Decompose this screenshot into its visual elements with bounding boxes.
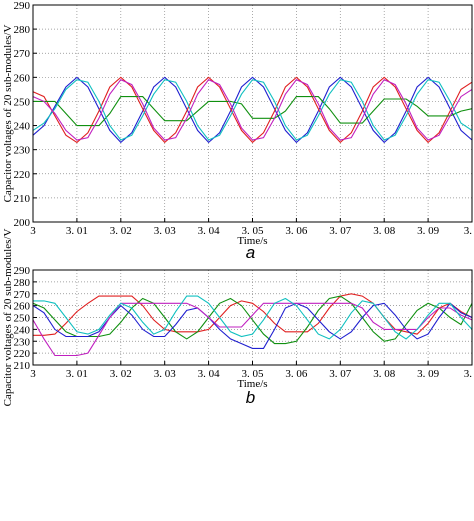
y-tick-label: 210 bbox=[14, 360, 31, 372]
y-tick-label: 270 bbox=[14, 289, 31, 301]
x-tick-label: 3. 05 bbox=[242, 225, 265, 237]
x-tick-label: 3. 02 bbox=[110, 225, 132, 237]
y-tick-label: 220 bbox=[14, 348, 31, 360]
x-tick-label: 3. 08 bbox=[373, 368, 396, 380]
y-tick-label: 290 bbox=[14, 265, 31, 277]
y-tick-label: 240 bbox=[14, 121, 31, 133]
x-tick-label: 3 bbox=[30, 225, 36, 237]
y-tick-label: 290 bbox=[14, 0, 31, 12]
x-tick-label: 3. 06 bbox=[285, 368, 308, 380]
panel-caption: b bbox=[246, 388, 255, 407]
x-tick-label: 3. 08 bbox=[373, 225, 396, 237]
x-tick-label: 3. 05 bbox=[242, 368, 265, 380]
x-tick-label: 3. 07 bbox=[329, 225, 352, 237]
x-axis-label: Time/s bbox=[237, 235, 267, 247]
y-tick-label: 210 bbox=[14, 193, 31, 205]
x-tick-label: 3. 1 bbox=[464, 225, 474, 237]
y-tick-label: 250 bbox=[14, 313, 31, 325]
y-tick-label: 270 bbox=[14, 48, 31, 60]
x-tick-label: 3. 09 bbox=[417, 225, 440, 237]
x-tick-label: 3 bbox=[30, 368, 36, 380]
y-tick-label: 240 bbox=[14, 324, 31, 336]
y-tick-label: 260 bbox=[14, 301, 31, 313]
series-line bbox=[32, 302, 473, 349]
x-tick-label: 3. 02 bbox=[110, 368, 132, 380]
y-tick-label: 230 bbox=[14, 336, 31, 348]
y-tick-label: 230 bbox=[14, 145, 31, 157]
plot-frame bbox=[32, 269, 473, 366]
y-tick-label: 220 bbox=[14, 169, 31, 181]
y-tick-label: 200 bbox=[14, 217, 31, 229]
y-tick-label: 250 bbox=[14, 96, 31, 108]
series-line bbox=[32, 79, 473, 141]
x-tick-label: 3. 04 bbox=[198, 225, 221, 237]
x-tick-label: 3. 1 bbox=[464, 368, 474, 380]
series-line bbox=[32, 302, 473, 357]
x-tick-label: 3. 09 bbox=[417, 368, 440, 380]
x-tick-label: 3. 07 bbox=[329, 368, 352, 380]
panel-caption: a bbox=[246, 243, 255, 262]
series-line bbox=[33, 295, 473, 340]
y-tick-label: 280 bbox=[14, 24, 31, 36]
series-line bbox=[32, 76, 473, 144]
plot-frame bbox=[32, 4, 473, 223]
y-tick-label: 260 bbox=[14, 72, 31, 84]
series-line bbox=[32, 79, 473, 141]
y-axis-label: Capacitor voltages of 20 sub-modules/V bbox=[2, 229, 14, 407]
x-tick-label: 3. 01 bbox=[66, 368, 88, 380]
series-line bbox=[33, 293, 473, 336]
x-tick-label: 3. 04 bbox=[198, 368, 221, 380]
x-tick-label: 3. 06 bbox=[285, 225, 308, 237]
x-tick-label: 3. 03 bbox=[154, 225, 177, 237]
x-tick-label: 3. 03 bbox=[154, 368, 177, 380]
y-axis-label: Capacitor voltages of 20 sub-modules/V bbox=[2, 25, 14, 203]
series-line bbox=[32, 76, 473, 144]
y-tick-label: 280 bbox=[14, 277, 31, 289]
x-axis-label: Time/s bbox=[237, 378, 267, 390]
x-tick-label: 3. 01 bbox=[66, 225, 88, 237]
